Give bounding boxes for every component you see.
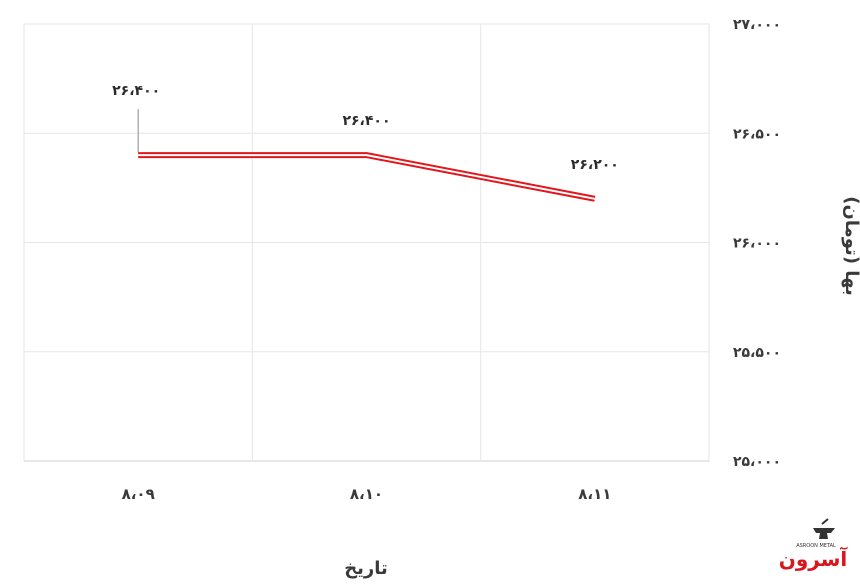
brand-logo: ASROON METAL آسرون: [779, 518, 849, 571]
y-tick-label: ۲۶،۵۰۰: [733, 126, 781, 142]
x-tick-label: ۸،۱۱: [578, 485, 611, 503]
data-label: ۲۶،۴۰۰: [112, 83, 160, 99]
data-label: ۲۶،۴۰۰: [342, 113, 390, 129]
series-line: [138, 152, 596, 202]
series-line-core: [138, 154, 596, 200]
x-tick-label: ۸،۰۹: [122, 485, 155, 503]
y-axis-ticks: ۲۵،۰۰۰ ۲۵،۵۰۰ ۲۶،۰۰۰ ۲۶،۵۰۰ ۲۷،۰۰۰: [733, 17, 781, 470]
y-axis-title: بها (تومان): [841, 196, 860, 295]
data-label: ۲۶،۲۰۰: [571, 157, 619, 173]
x-tick-label: ۸،۱۰: [350, 485, 383, 503]
y-tick-label: ۲۶،۰۰۰: [733, 236, 781, 252]
anvil-icon: [813, 518, 835, 539]
y-tick-label: ۲۷،۰۰۰: [733, 17, 781, 33]
x-axis-ticks: ۸،۰۹ ۸،۱۰ ۸،۱۱: [122, 485, 612, 503]
y-tick-label: ۲۵،۰۰۰: [733, 454, 781, 470]
x-axis-title: تاریخ: [344, 558, 388, 579]
logo-brand-text: آسرون: [779, 546, 849, 571]
data-labels: ۲۶،۴۰۰ ۲۶،۴۰۰ ۲۶،۲۰۰: [112, 83, 619, 173]
series-lines: [138, 152, 596, 202]
logo-sub-text: ASROON METAL: [796, 543, 836, 549]
y-tick-label: ۲۵،۵۰۰: [733, 345, 781, 361]
